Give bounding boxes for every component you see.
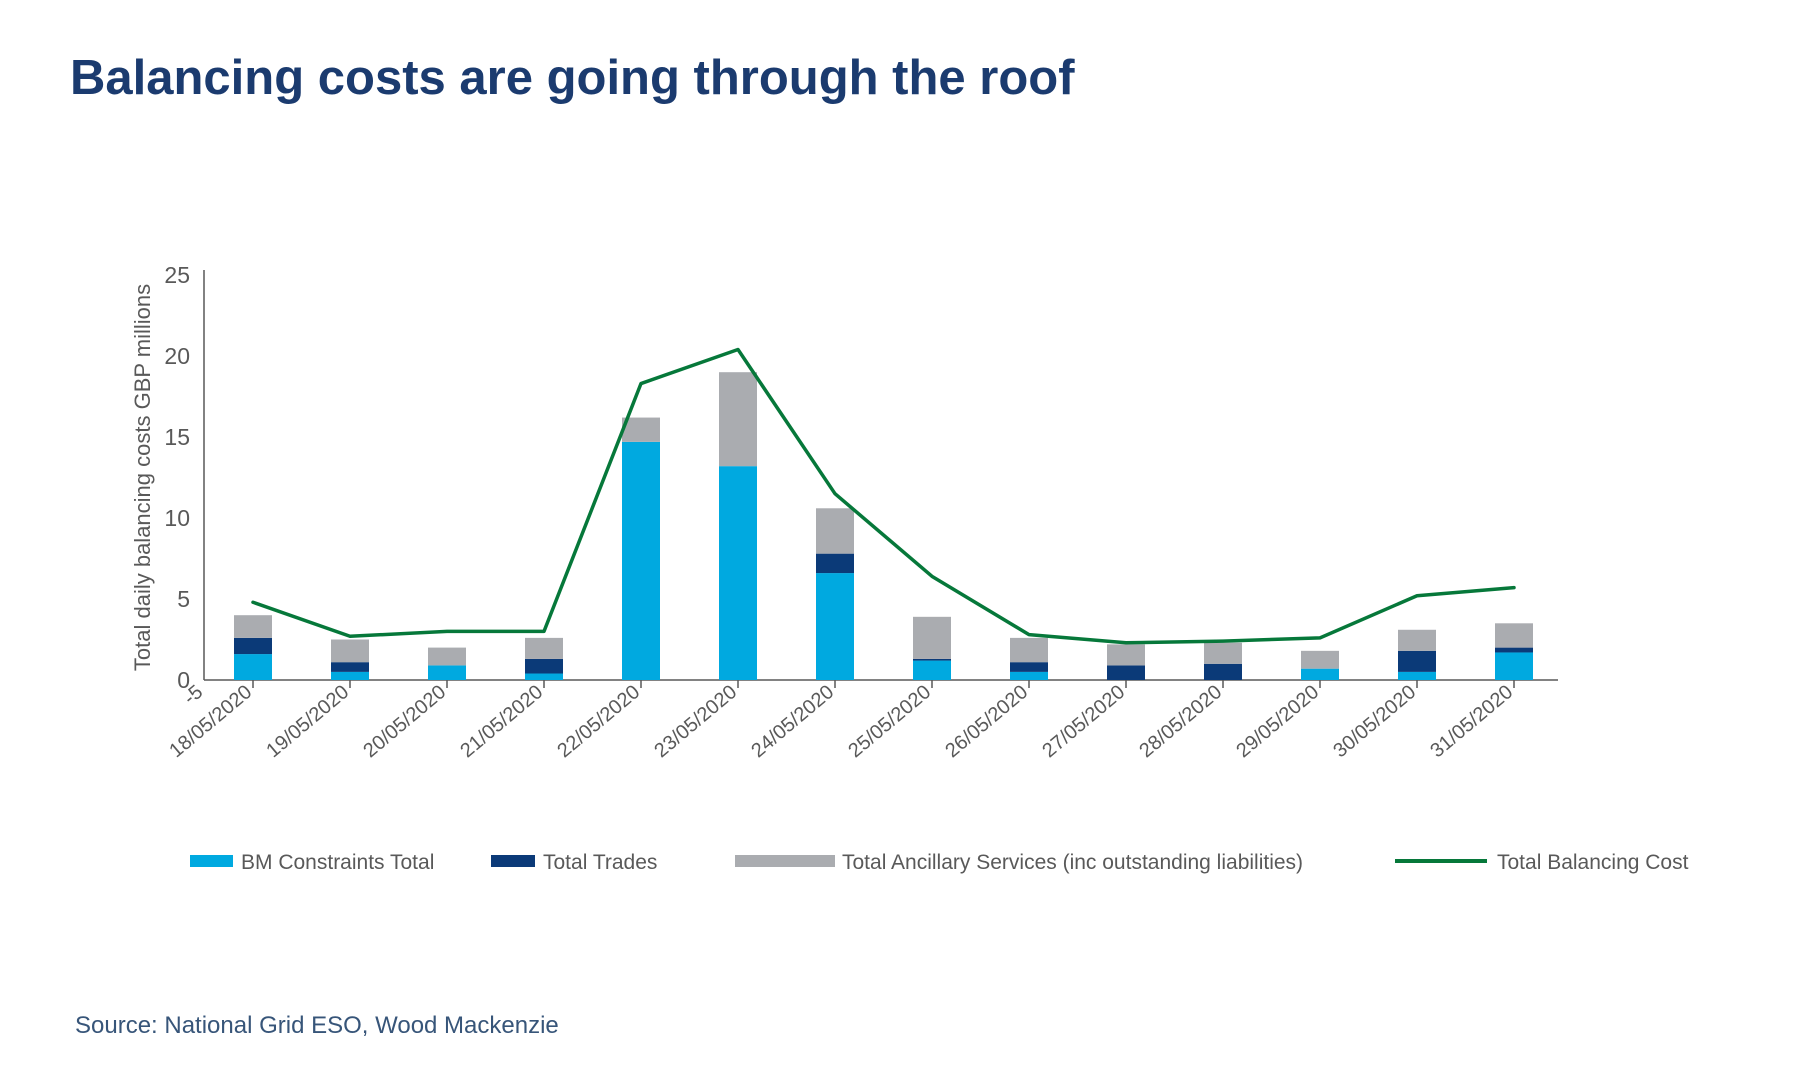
svg-text:10: 10 [164,505,190,531]
svg-text:Total daily balancing costs GB: Total daily balancing costs GBP millions [130,284,155,671]
svg-text:Total Ancillary Services (inc: Total Ancillary Services (inc outstandin… [842,851,1303,874]
svg-text:26/05/2020: 26/05/2020 [941,681,1032,762]
svg-text:29/05/2020: 29/05/2020 [1232,681,1323,762]
svg-text:BM Constraints Total: BM Constraints Total [241,851,434,874]
svg-text:23/05/2020: 23/05/2020 [650,681,741,762]
svg-text:20/05/2020: 20/05/2020 [359,681,450,762]
svg-text:30/05/2020: 30/05/2020 [1329,681,1420,762]
svg-text:24/05/2020: 24/05/2020 [747,681,838,762]
svg-text:28/05/2020: 28/05/2020 [1135,681,1226,762]
svg-text:15: 15 [164,424,190,450]
svg-text:31/05/2020: 31/05/2020 [1426,681,1517,762]
svg-text:Total Balancing Cost: Total Balancing Cost [1497,851,1689,874]
svg-text:22/05/2020: 22/05/2020 [553,681,644,762]
svg-text:Total Trades: Total Trades [543,851,657,874]
svg-text:27/05/2020: 27/05/2020 [1038,681,1129,762]
svg-text:20: 20 [164,343,190,369]
svg-text:25: 25 [164,262,190,288]
svg-text:21/05/2020: 21/05/2020 [456,681,547,762]
svg-text:5: 5 [177,586,190,612]
svg-text:25/05/2020: 25/05/2020 [844,681,935,762]
svg-text:19/05/2020: 19/05/2020 [262,681,353,762]
